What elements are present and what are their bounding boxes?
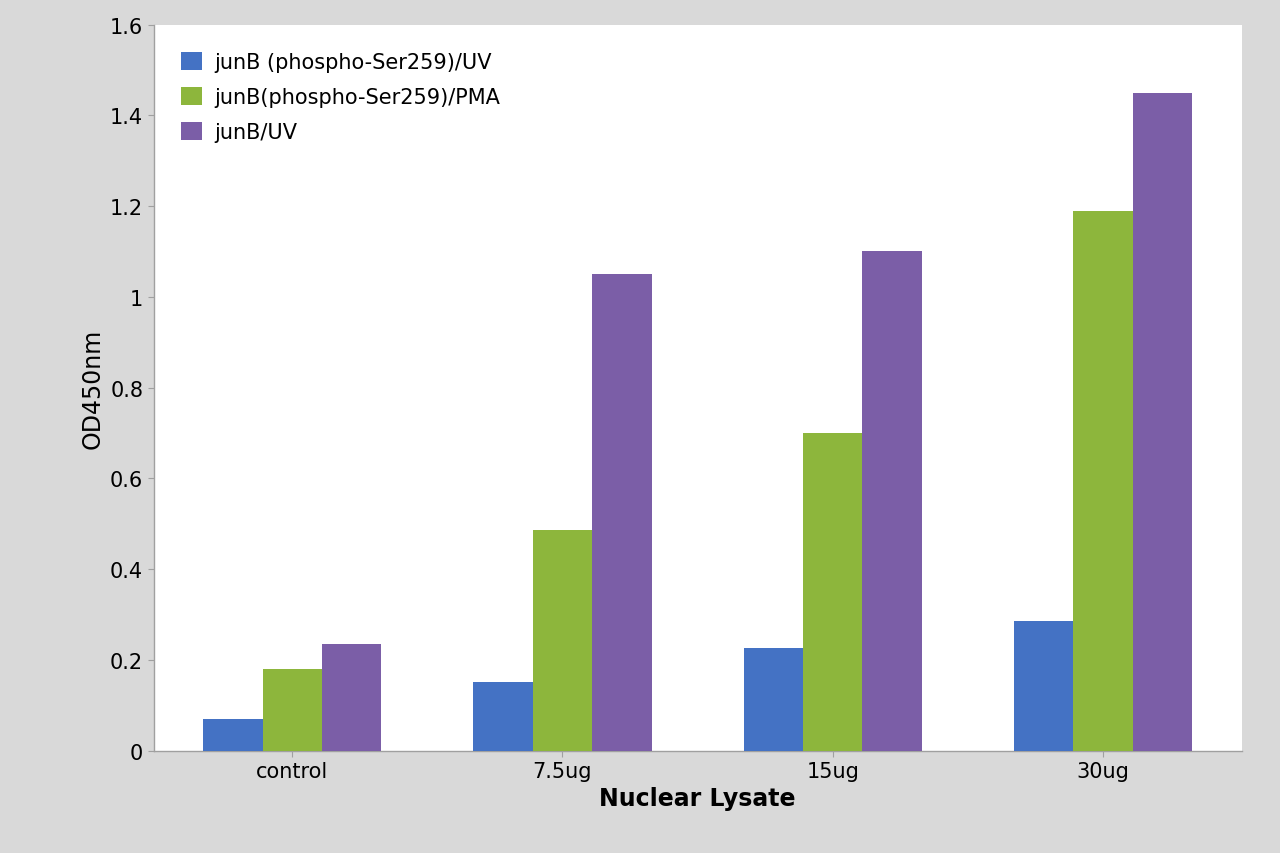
Bar <box>474 682 532 751</box>
Bar <box>1073 212 1133 751</box>
Bar <box>593 275 652 751</box>
Bar <box>1133 94 1192 751</box>
Bar <box>803 433 863 751</box>
X-axis label: Nuclear Lysate: Nuclear Lysate <box>599 786 796 810</box>
Bar <box>744 648 803 751</box>
Bar <box>204 719 262 751</box>
Bar <box>532 531 593 751</box>
Y-axis label: OD450nm: OD450nm <box>81 328 105 448</box>
Legend: junB (phospho-Ser259)/UV, junB(phospho-Ser259)/PMA, junB/UV: junB (phospho-Ser259)/UV, junB(phospho-S… <box>164 36 517 160</box>
Bar <box>1014 622 1073 751</box>
Bar <box>323 644 381 751</box>
Bar <box>262 669 323 751</box>
Bar <box>863 252 922 751</box>
